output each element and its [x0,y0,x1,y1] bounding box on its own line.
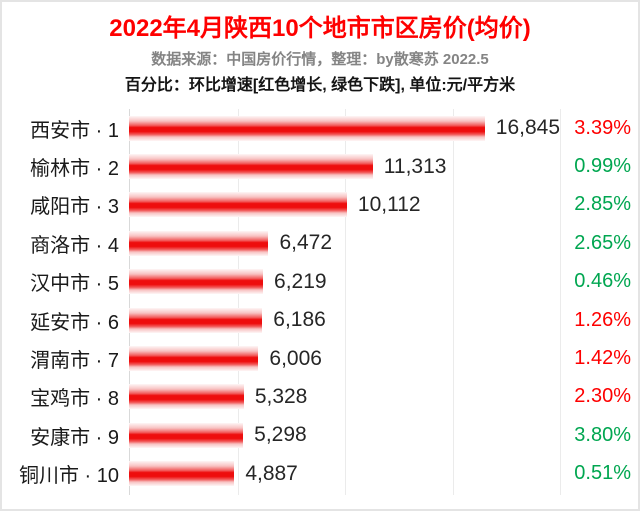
change-percent-label: 2.65% [574,231,631,254]
row-plot-area: 6,472 [129,230,560,256]
price-value-label: 4,887 [245,461,298,485]
city-label: 榆林市 · 2 [30,158,119,181]
city-label: 汉中市 · 5 [30,273,119,296]
city-label: 商洛市 · 4 [30,234,119,257]
price-bar [129,307,263,333]
city-label: 西安市 · 1 [30,119,119,142]
price-bar [129,422,244,448]
chart-row: 铜川市 · 10 4,887 0.51% [2,455,638,493]
price-bar [129,115,485,141]
chart-header: 2022年4月陕西10个地市市区房价(均价) 数据来源：中国房价行情，整理：by… [2,2,638,95]
row-plot-area: 10,112 [129,192,560,218]
change-percent-label: 0.99% [574,155,631,178]
chart-row: 延安市 · 6 6,186 1.26% [2,301,638,339]
price-bar [129,384,244,410]
row-plot-area: 5,298 [129,422,560,448]
change-percent-label: 0.51% [574,462,631,485]
city-label: 延安市 · 6 [30,311,119,334]
chart-row: 安康市 · 9 5,298 3.80% [2,416,638,454]
city-label: 渭南市 · 7 [30,350,119,373]
city-label: 宝鸡市 · 8 [30,388,119,411]
change-percent-label: 2.30% [574,385,631,408]
city-label: 咸阳市 · 3 [30,196,119,219]
bar-chart: 西安市 · 1 16,845 3.39% 榆林市 · 2 11,313 0.99… [2,109,638,501]
chart-row: 榆林市 · 2 11,313 0.99% [2,147,638,185]
price-value-label: 11,313 [383,154,447,178]
chart-row: 渭南市 · 7 6,006 1.42% [2,339,638,377]
price-bar [129,192,347,218]
row-plot-area: 6,186 [129,307,560,333]
price-bar [129,230,269,256]
price-value-label: 16,845 [495,116,560,140]
chart-rows: 西安市 · 1 16,845 3.39% 榆林市 · 2 11,313 0.99… [2,109,638,493]
row-plot-area: 11,313 [129,154,560,180]
price-bar [129,269,264,295]
row-plot-area: 4,887 [129,461,560,487]
change-percent-label: 3.80% [574,423,631,446]
price-value-label: 6,219 [274,269,327,293]
row-plot-area: 16,845 [129,115,560,141]
price-value-label: 5,328 [254,384,308,408]
price-value-label: 10,112 [357,192,421,216]
chart-row: 西安市 · 1 16,845 3.39% [2,109,638,147]
data-source-line: 数据来源：中国房价行情，整理：by散寒苏 2022.5 [151,51,489,68]
price-bar [129,461,235,487]
row-plot-area: 6,219 [129,269,560,295]
chart-row: 咸阳市 · 3 10,112 2.85% [2,186,638,224]
chart-row: 宝鸡市 · 8 5,328 2.30% [2,378,638,416]
city-label: 铜川市 · 10 [18,465,119,488]
chart-row: 汉中市 · 5 6,219 0.46% [2,263,638,301]
price-value-label: 6,006 [269,346,322,370]
price-value-label: 6,186 [273,308,326,332]
price-value-label: 5,298 [254,423,307,447]
chart-row: 商洛市 · 4 6,472 2.65% [2,224,638,262]
legend-note-line: 百分比：环比增速[红色增长, 绿色下跌], 单位:元/平方米 [124,77,516,94]
row-plot-area: 6,006 [129,346,560,372]
change-percent-label: 3.39% [574,116,631,139]
page-title: 2022年4月陕西10个地市市区房价(均价) [109,15,531,42]
price-bar [129,346,259,372]
row-plot-area: 5,328 [129,384,560,410]
price-bar [129,154,373,180]
change-percent-label: 1.42% [574,347,631,370]
change-percent-label: 0.46% [574,270,631,293]
change-percent-label: 2.85% [574,193,631,216]
city-label: 安康市 · 9 [30,426,119,449]
price-value-label: 6,472 [279,231,333,255]
change-percent-label: 1.26% [574,308,631,331]
